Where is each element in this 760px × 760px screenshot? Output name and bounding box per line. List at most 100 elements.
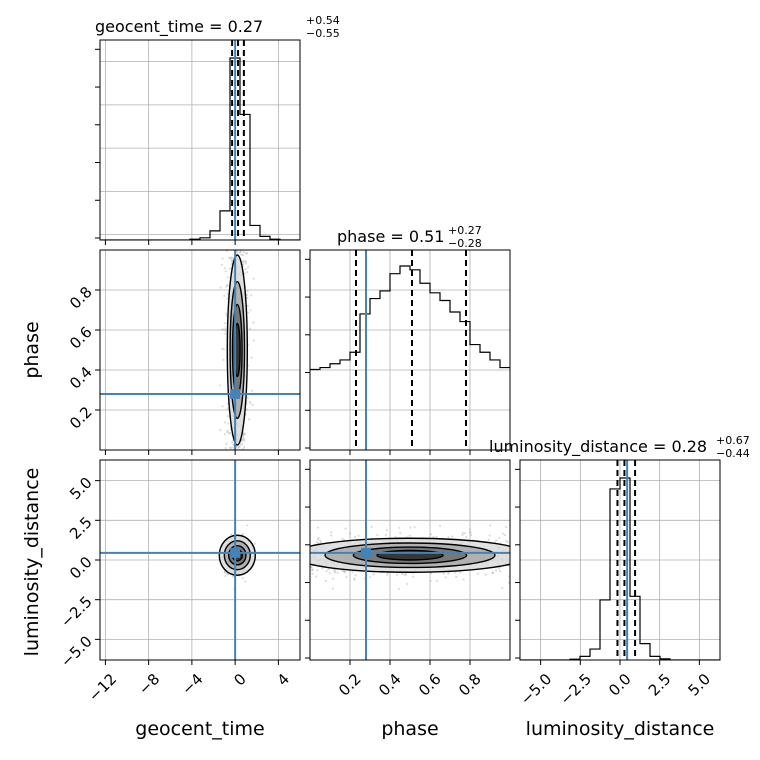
scatter-clip	[100, 241, 300, 458]
y-tick-label: −2.5	[57, 593, 95, 631]
scatter-point	[250, 242, 252, 244]
scatter-point	[497, 567, 501, 570]
scatter-point	[487, 538, 490, 541]
scatter-point	[236, 251, 239, 254]
scatter-point	[294, 543, 296, 545]
y-tick-label: 5.0	[66, 474, 96, 504]
scatter-point	[395, 573, 399, 577]
scatter-point	[523, 542, 525, 544]
scatter-point	[241, 260, 244, 264]
scatter-point	[328, 571, 331, 575]
scatter-point	[307, 556, 309, 558]
scatter-point	[242, 245, 244, 247]
scatter-point	[511, 542, 513, 544]
scatter-point	[221, 328, 224, 331]
scatter-point	[353, 578, 356, 581]
hist-step-line	[100, 57, 300, 240]
scatter-point	[225, 284, 229, 287]
scatter-point	[228, 256, 231, 259]
scatter-point	[222, 358, 225, 361]
scatter-point	[495, 539, 498, 542]
scatter-point	[224, 321, 227, 325]
x-tick-label: 0.2	[335, 670, 365, 700]
scatter-point	[232, 244, 234, 246]
scatter-point	[220, 263, 224, 266]
scatter-point	[221, 257, 224, 260]
scatter-point	[251, 403, 255, 406]
scatter-point	[351, 570, 354, 574]
scatter-point	[224, 421, 227, 424]
scatter-point	[429, 533, 433, 536]
scatter-point	[242, 262, 245, 266]
scatter-point	[462, 578, 465, 581]
scatter-point	[513, 555, 515, 557]
scatter-point	[311, 568, 314, 571]
scatter-point	[344, 527, 347, 530]
scatter-point	[522, 555, 524, 557]
scatter-point	[494, 569, 498, 572]
scatter-point	[243, 439, 246, 442]
scatter-point	[243, 432, 246, 435]
scatter-point	[447, 572, 450, 575]
scatter-point	[454, 571, 457, 574]
scatter-point	[241, 456, 243, 458]
scatter-point	[303, 547, 305, 549]
scatter-point	[231, 259, 234, 263]
hist-step-line	[310, 265, 510, 371]
scatter-point	[228, 267, 231, 270]
scatter-point	[226, 415, 229, 418]
scatter-point	[240, 244, 242, 246]
scatter-point	[225, 442, 228, 445]
scatter-point	[229, 450, 231, 452]
scatter-point	[247, 418, 251, 421]
scatter-point	[240, 253, 243, 256]
scatter-point	[244, 241, 246, 243]
scatter-point	[295, 542, 297, 544]
panel-frame	[99, 249, 301, 451]
scatter-point	[245, 271, 249, 274]
scatter-point	[316, 538, 320, 541]
scatter-point	[246, 524, 249, 527]
scatter-point	[370, 525, 373, 528]
scatter-point	[248, 327, 252, 330]
scatter-point	[243, 438, 246, 441]
scatter-point	[244, 580, 247, 583]
x-tick-label: 2.5	[645, 670, 675, 700]
scatter-point	[223, 570, 226, 574]
x-tick-label: 0.0	[605, 670, 635, 700]
scatter-point	[333, 570, 336, 573]
title-luminosity-distance-minus: −0.44	[716, 447, 750, 460]
title-geocent-time-minus: −0.55	[306, 27, 340, 40]
scatter-point	[429, 579, 432, 583]
scatter-point	[316, 526, 319, 529]
scatter-point	[241, 577, 244, 580]
scatter-point	[523, 564, 525, 566]
scatter-point	[229, 446, 232, 449]
scatter-point	[515, 567, 517, 569]
y-tick-label: 0.8	[66, 283, 96, 313]
scatter-point	[250, 294, 253, 297]
scatter-point	[376, 533, 379, 537]
scatter-point	[503, 534, 507, 537]
scatter-point	[237, 445, 240, 448]
scatter-point	[224, 327, 227, 330]
scatter-point	[242, 435, 245, 438]
scatter-point	[331, 587, 334, 590]
scatter-point	[244, 455, 246, 457]
scatter-point	[306, 554, 308, 556]
scatter-point	[231, 450, 233, 452]
ylabel-phase: phase	[21, 321, 43, 378]
scatter-point	[294, 541, 296, 543]
scatter-point	[244, 252, 247, 255]
scatter-point	[521, 551, 523, 553]
scatter-point	[224, 332, 227, 335]
title-luminosity-distance: luminosity_distance = 0.28	[489, 437, 707, 457]
scatter-point	[221, 328, 224, 331]
scatter-point	[406, 582, 409, 586]
scatter-point	[242, 245, 244, 247]
scatter-point	[245, 408, 248, 411]
scatter-point	[226, 276, 229, 279]
scatter-point	[372, 573, 375, 576]
scatter-point	[246, 296, 249, 300]
scatter-point	[512, 561, 514, 563]
